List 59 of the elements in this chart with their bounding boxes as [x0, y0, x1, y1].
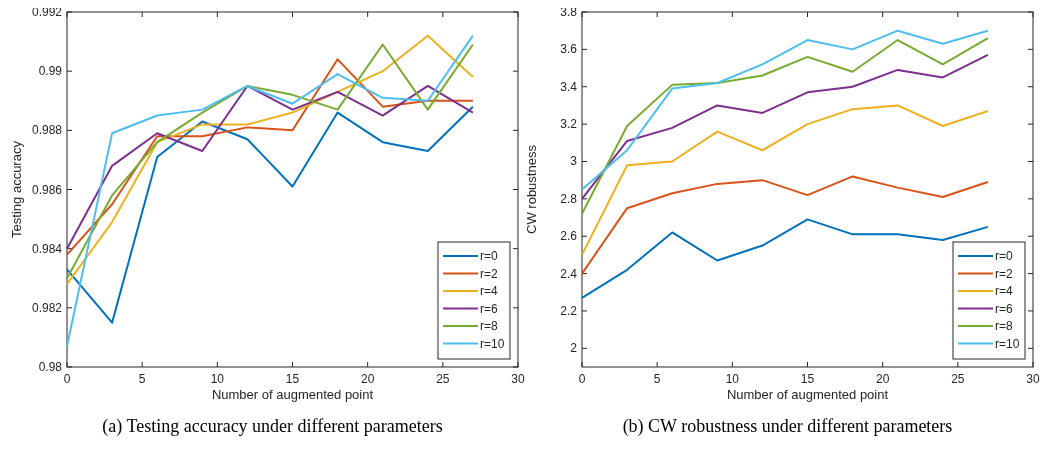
x-tick-label: 15 — [800, 372, 815, 386]
legend-label: r=10 — [995, 336, 1020, 351]
x-tick-label: 10 — [725, 372, 740, 386]
legend-label: r=0 — [995, 249, 1013, 263]
x-tick-label: 25 — [436, 372, 450, 386]
y-tick-label: 0.988 — [31, 123, 63, 138]
line-series — [66, 58, 474, 256]
line-series — [66, 84, 474, 250]
y-tick-label: 0.98 — [38, 360, 63, 374]
x-tick-label: 5 — [653, 372, 661, 386]
y-tick-label: 3.2 — [560, 117, 578, 132]
y-tick-label: 2.6 — [560, 229, 578, 244]
legend-label: r=2 — [995, 266, 1013, 281]
line-series — [581, 53, 989, 200]
x-tick-label: 0 — [578, 372, 586, 386]
x-tick-label: 25 — [951, 372, 965, 386]
legend-label: r=8 — [480, 319, 498, 333]
y-tick-label: 2.8 — [560, 191, 578, 206]
y-tick-label: 3 — [570, 154, 578, 169]
y-axis-title: Testing accuracy — [9, 140, 24, 238]
line-series — [581, 175, 989, 275]
x-axis-title: Number of augmented point — [211, 387, 374, 402]
text: (b) CW robustness under different parameters — [622, 416, 953, 437]
line-series — [66, 34, 474, 348]
y-tick-label: 3.4 — [560, 79, 578, 94]
x-tick-label: 0 — [63, 372, 71, 386]
y-tick-label: 0.982 — [31, 300, 63, 315]
legend-label: r=4 — [995, 284, 1013, 298]
legend-label: r=6 — [995, 301, 1013, 316]
legend-label: r=10 — [480, 336, 505, 351]
legend-label: r=8 — [995, 319, 1013, 333]
legend-label: r=4 — [480, 284, 498, 298]
y-tick-label: 0.986 — [31, 182, 63, 197]
legend-label: r=0 — [480, 249, 498, 263]
y-tick-label: 2 — [570, 341, 578, 356]
text: (a) Testing accuracy under different parameters — [102, 416, 443, 437]
x-tick-label: 20 — [360, 372, 375, 386]
line-series — [581, 218, 989, 299]
x-tick-label: 10 — [210, 372, 225, 386]
legend-label: r=2 — [480, 266, 498, 281]
line-series — [66, 105, 474, 324]
x-tick-label: 15 — [285, 372, 300, 386]
line-series — [581, 104, 989, 256]
x-tick-label: 30 — [1026, 372, 1040, 386]
y-tick-label: 3.6 — [560, 42, 578, 57]
line-series — [581, 37, 989, 215]
y-tick-label: 0.984 — [31, 241, 63, 256]
y-tick-label: 0.992 — [31, 5, 63, 19]
x-tick-label: 5 — [138, 372, 146, 386]
y-tick-label: 3.8 — [560, 5, 578, 19]
legend-label: r=6 — [480, 301, 498, 316]
y-axis-title: CW robustness — [524, 144, 539, 234]
line-series — [581, 29, 989, 191]
y-tick-label: 2.2 — [560, 303, 578, 318]
y-tick-label: 0.99 — [38, 64, 63, 79]
x-axis-title: Number of augmented point — [726, 387, 889, 402]
x-tick-label: 30 — [511, 372, 525, 386]
x-tick-label: 20 — [875, 372, 890, 386]
y-tick-label: 2.4 — [560, 266, 578, 281]
